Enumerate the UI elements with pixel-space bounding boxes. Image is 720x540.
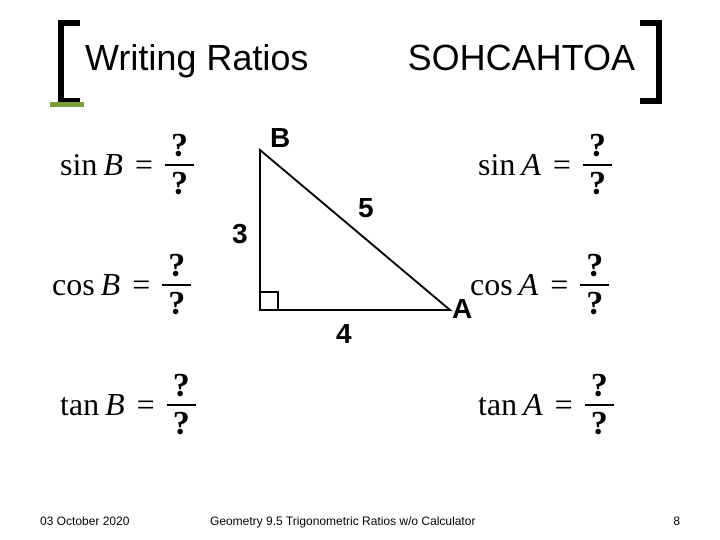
denominator: ? — [165, 166, 194, 202]
equals-sign: = — [129, 146, 159, 183]
var-label: B — [103, 146, 123, 183]
footer-middle: Geometry 9.5 Trigonometric Ratios w/o Ca… — [210, 514, 475, 528]
footer-page: 8 — [673, 514, 680, 528]
equals-sign: = — [131, 386, 161, 423]
var-label: A — [523, 386, 543, 423]
eq-tanA: tan A = ? ? — [478, 368, 614, 441]
equals-sign: = — [126, 266, 156, 303]
fn-label: cos — [52, 266, 95, 303]
title-right: SOHCAHTOA — [408, 37, 635, 79]
footer-date: 03 October 2020 — [40, 514, 129, 528]
numerator: ? — [167, 368, 196, 404]
denominator: ? — [167, 406, 196, 442]
numerator: ? — [165, 128, 194, 164]
fraction: ? ? — [162, 248, 191, 321]
fn-label: sin — [478, 146, 515, 183]
fn-label: cos — [470, 266, 513, 303]
var-label: B — [105, 386, 125, 423]
eq-tanB: tan B = ? ? — [60, 368, 196, 441]
numerator: ? — [580, 248, 609, 284]
side-hypotenuse: 5 — [358, 192, 374, 224]
denominator: ? — [583, 166, 612, 202]
eq-sinA: sin A = ? ? — [478, 128, 612, 201]
eq-cosB: cos B = ? ? — [52, 248, 191, 321]
fn-label: tan — [478, 386, 517, 423]
denominator: ? — [585, 406, 614, 442]
denominator: ? — [162, 286, 191, 322]
fraction: ? ? — [585, 368, 614, 441]
eq-sinB: sin B = ? ? — [60, 128, 194, 201]
fraction: ? ? — [580, 248, 609, 321]
bracket-left — [58, 20, 86, 104]
numerator: ? — [583, 128, 612, 164]
denominator: ? — [580, 286, 609, 322]
fraction: ? ? — [165, 128, 194, 201]
var-label: A — [519, 266, 539, 303]
numerator: ? — [585, 368, 614, 404]
equals-sign: = — [547, 146, 577, 183]
side-base: 4 — [336, 318, 352, 350]
triangle-diagram: B A 3 5 4 — [240, 140, 460, 350]
title-row: Writing Ratios SOHCAHTOA — [70, 32, 650, 92]
fn-label: sin — [60, 146, 97, 183]
fraction: ? ? — [583, 128, 612, 201]
side-vertical: 3 — [232, 218, 248, 250]
eq-cosA: cos A = ? ? — [470, 248, 609, 321]
vertex-B: B — [270, 122, 290, 154]
equals-sign: = — [544, 266, 574, 303]
vertex-A: A — [452, 293, 472, 325]
equals-sign: = — [549, 386, 579, 423]
var-label: A — [521, 146, 541, 183]
accent-tick — [50, 102, 84, 107]
title-left: Writing Ratios — [85, 37, 308, 79]
numerator: ? — [162, 248, 191, 284]
var-label: B — [101, 266, 121, 303]
bracket-right — [634, 20, 662, 104]
fraction: ? ? — [167, 368, 196, 441]
fn-label: tan — [60, 386, 99, 423]
